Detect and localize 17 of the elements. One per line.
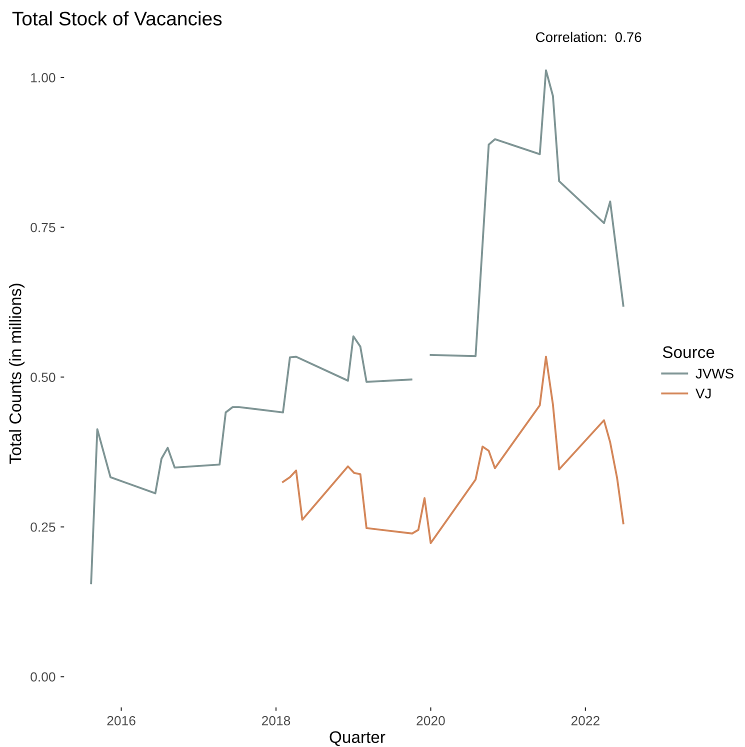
chart-title: Total Stock of Vacancies: [12, 11, 222, 26]
y-axis-title: Total Counts (in millions): [9, 284, 25, 464]
legend-label: JVWS: [696, 368, 734, 379]
x-tick-label: 2018: [262, 716, 290, 726]
annotation: Correlation: 0.76: [536, 32, 642, 42]
x-tick-label: 2022: [571, 716, 600, 726]
y-tick-label: 0.75: [30, 222, 56, 232]
y-tick-label: 0.50: [30, 372, 56, 382]
line-series: [282, 356, 624, 544]
y-tick-label: 0.25: [30, 522, 56, 532]
x-axis-title: Quarter: [330, 731, 386, 746]
x-tick-label: 2016: [107, 716, 136, 726]
x-tick-label: 2020: [416, 716, 445, 726]
y-tick-label: 0.00: [30, 672, 56, 682]
y-tick-label: 1.00: [31, 73, 56, 82]
legend-title: Source: [662, 346, 714, 358]
legend-label: VJ: [696, 388, 711, 398]
